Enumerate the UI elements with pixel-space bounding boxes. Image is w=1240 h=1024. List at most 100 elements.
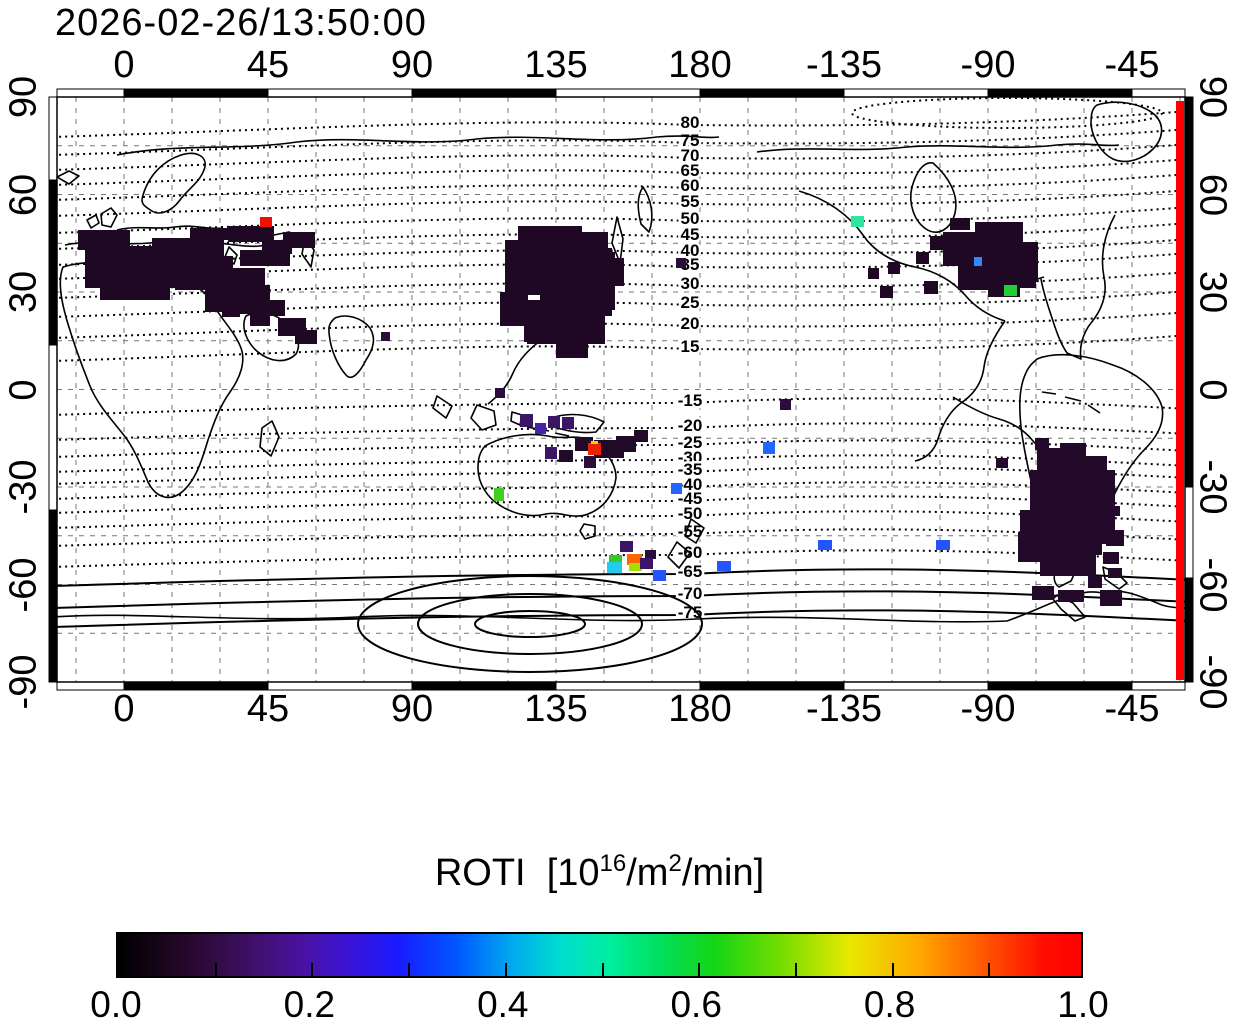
data-point-dark-coral-sea-2 [634,430,648,442]
contour-label: 65 [681,161,700,180]
data-cluster-south-america [1060,443,1086,457]
coastline [470,404,497,431]
coastline [1090,101,1163,163]
data-point-red-europe [260,217,272,227]
zebra-frame-top [267,88,413,98]
data-point-blue-south-pacific-3 [936,540,950,550]
data-cluster-east-asia [580,232,608,252]
contour-label: -25 [678,433,703,452]
colorbar-minor-tick [794,963,797,976]
coastline [914,320,1006,462]
data-point-purple-queensland-s [584,456,596,468]
data-cluster-europe-mediterranean [152,238,224,258]
data-cluster-south-america [1095,470,1115,532]
lat-tick-label-left: -90 [2,654,45,710]
zebra-frame-bottom [411,681,557,691]
colorbar-title-mid: /m [626,852,669,894]
modip-contour-north [57,334,1185,362]
zebra-frame-bottom [555,681,701,691]
data-cluster-south-america [1103,552,1119,564]
data-point-violet-banda-3 [562,417,574,429]
data-cluster-europe-mediterranean [78,230,130,250]
data-cluster-europe-mediterranean [283,232,315,248]
data-cluster-south-america [1106,530,1124,546]
data-cluster-south-america [1032,586,1054,600]
data-cluster-east-asia [610,258,624,286]
data-point-blueviolet-timor [535,423,546,434]
data-cluster-north-america [888,262,900,274]
seam-strip [1176,101,1184,680]
coastline [1040,214,1116,360]
colorbar-gradient [118,934,1081,976]
modip-contour-south [57,568,1185,587]
lon-tick-label-top: 0 [113,44,135,86]
data-cluster-north-america [880,286,893,298]
contour-label: -15 [678,391,703,410]
coastline [432,395,453,419]
zebra-frame-bottom [1131,681,1186,691]
colorbar-title-suffix: /min] [681,852,765,894]
contour-label: -30 [678,448,703,467]
zebra-frame-top [123,88,269,98]
lon-tick-label-top: 90 [390,44,434,86]
south-contour-oval [474,610,586,638]
zebra-frame-right [1184,96,1194,488]
data-point-blue-south-pacific-1 [763,442,775,454]
data-cluster-north-america [1014,270,1036,288]
data-cluster-north-america [924,281,938,294]
contour-label: 80 [681,113,700,132]
data-point-green-sw-australia [494,488,504,501]
contour-label: 15 [681,337,700,356]
data-cluster-europe-mediterranean [228,226,274,242]
lon-tick-label-top: -45 [1104,44,1160,86]
coastline [57,170,80,185]
zebra-frame-bottom [267,681,413,691]
colorbar-tick-label: 0.2 [283,984,336,1024]
lat-tick-label-right: -90 [1191,654,1234,710]
south-contour-oval [417,593,643,655]
modip-contour-north [57,271,1185,299]
zebra-frame-bottom [843,681,989,691]
contour-label: 50 [681,209,700,228]
lat-tick-label-left: 0 [2,378,45,401]
colorbar-minor-tick [408,963,411,976]
modip-contour-north [57,143,1185,171]
zebra-frame-left [48,96,58,181]
coastline [100,207,118,228]
modip-contour-south [57,510,1185,529]
lon-tick-label-top: 135 [524,44,588,86]
lat-tick-label-left: 90 [2,75,45,119]
data-point-blue-south-pacific-4 [717,561,731,571]
zebra-frame-top [555,88,701,98]
data-point-blue-central-us [974,257,982,266]
data-cluster-south-america [1108,568,1122,578]
modip-contour-south [57,495,1185,514]
colorbar-tick-label: 0.8 [863,984,916,1024]
modip-contour-north [57,189,1185,217]
data-point-green-macquarie [609,555,622,564]
modip-contour-north [57,110,1185,138]
coastline [637,186,653,233]
data-point-yellowgreen-macquarie [629,563,642,571]
colorbar-minor-tick [988,963,991,976]
contour-label: 45 [681,225,700,244]
modip-contour-south [57,439,1185,458]
modip-contour-south [57,528,1185,547]
data-point-red-queensland [588,443,601,455]
modip-contour-south [57,422,1185,441]
data-cluster-europe-mediterranean [100,284,170,300]
coastline [1041,391,1101,414]
data-point-purple-east-of-japan [676,258,686,268]
coastline [684,518,705,544]
zebra-frame-top [56,88,125,98]
colorbar-tick-label: 1.0 [1057,984,1109,1024]
modip-contour-north [57,311,1185,339]
coastline [910,162,957,233]
data-point-blue-macquarie-se [653,570,666,581]
world-map-plot: 8075706560555045403530252015-15-20-25-30… [48,88,1194,691]
data-cluster-east-asia [556,342,588,358]
zebra-frame-right [1184,486,1194,579]
zebra-frame-top [1131,88,1186,98]
data-point-cyan-macquarie [607,562,622,573]
data-point-purple-borneo [495,388,505,398]
